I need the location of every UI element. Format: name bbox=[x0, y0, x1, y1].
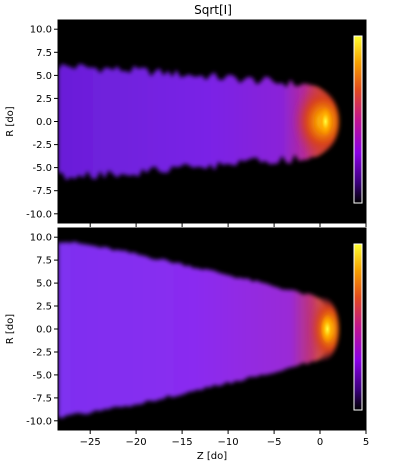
y-tick-label: -5.0 bbox=[32, 163, 52, 174]
y-tick-label: -2.5 bbox=[32, 348, 52, 359]
colorbar bbox=[353, 35, 363, 204]
y-tick-label: -10.0 bbox=[26, 209, 52, 220]
y-tick-label: 7.5 bbox=[36, 256, 52, 267]
y-tick-label: 10.0 bbox=[30, 25, 52, 36]
jet-peak bbox=[320, 314, 335, 344]
jet-body bbox=[58, 241, 332, 419]
x-tick-label: −5 bbox=[267, 437, 282, 448]
y-tick-label: -7.5 bbox=[32, 186, 52, 197]
y-tick-label: 5.0 bbox=[36, 279, 52, 290]
x-axis-label: Z [do] bbox=[197, 451, 227, 462]
figure-title: Sqrt[I] bbox=[194, 3, 232, 17]
y-tick-label: 0.0 bbox=[36, 325, 52, 336]
heatmap-image bbox=[58, 241, 339, 419]
x-tick-label: −25 bbox=[80, 437, 101, 448]
y-tick-label: -5.0 bbox=[32, 370, 52, 381]
top-panel: -10.0 -7.5 -5.0 -2.5 0.0 2.5 5.0 7.5 10.0 R [do] bbox=[5, 19, 367, 227]
bottom-panel: -10.0 -7.5 -5.0 -2.5 0.0 2.5 5.0 7.5 10.0 R [do] −… bbox=[5, 227, 369, 462]
x-tick-label: 0 bbox=[317, 437, 323, 448]
y-tick-label: 2.5 bbox=[36, 94, 52, 105]
y-tick-label: 10.0 bbox=[30, 233, 52, 244]
y-tick-label: 5.0 bbox=[36, 71, 52, 82]
y-tick-label: 7.5 bbox=[36, 48, 52, 59]
y-tick-label: -10.0 bbox=[26, 416, 52, 427]
jet-peak bbox=[318, 106, 333, 137]
y-tick-label: -7.5 bbox=[32, 393, 52, 404]
jet-body bbox=[58, 63, 332, 181]
y-axis-label: R [do] bbox=[5, 314, 16, 344]
colorbar bbox=[353, 243, 363, 411]
x-tick-label: −15 bbox=[172, 437, 193, 448]
x-tick-label: −20 bbox=[126, 437, 147, 448]
y-tick-label: 2.5 bbox=[36, 302, 52, 313]
jet-hot-region bbox=[286, 87, 339, 156]
y-tick-label: -2.5 bbox=[32, 140, 52, 151]
x-tick-label: −10 bbox=[218, 437, 239, 448]
y-axis-label: R [do] bbox=[5, 106, 16, 136]
heatmap-image bbox=[58, 63, 339, 181]
x-tick-label: 5 bbox=[363, 437, 369, 448]
y-tick-label: 0.0 bbox=[36, 117, 52, 128]
